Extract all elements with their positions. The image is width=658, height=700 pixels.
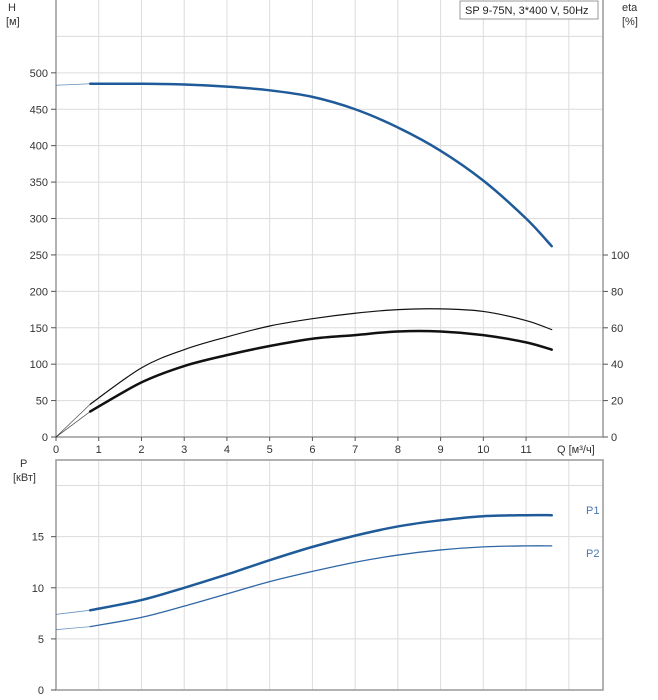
y-tick-label: 300 (30, 214, 48, 226)
bottom-plot-frame (55, 459, 604, 691)
p-axis-name: P (20, 458, 27, 470)
chart-title: SP 9-75N, 3*400 V, 50Hz (465, 5, 589, 17)
y2-tick-label: 80 (611, 286, 623, 298)
x-tick-label: 4 (224, 444, 230, 456)
y2-tick-label: 20 (611, 396, 623, 408)
power-p2-curve (89, 545, 553, 628)
x-tick-label: 10 (477, 444, 489, 456)
y-tick-label: 50 (36, 396, 48, 408)
y-tick-label: 450 (30, 104, 48, 116)
title-box (459, 0, 599, 20)
y-tick-label: 350 (30, 177, 48, 189)
x-tick-label: 6 (309, 444, 315, 456)
x-tick-label: 11 (520, 444, 531, 456)
p-tick-label: 5 (38, 634, 44, 646)
p-tick-label: 15 (32, 532, 44, 544)
y2-tick-label: 100 (611, 250, 629, 262)
y2-tick-label: 40 (611, 359, 623, 371)
y2-tick-label: 0 (611, 432, 617, 444)
power-p2-curve-lead (55, 626, 91, 631)
p-tick-label: 10 (32, 583, 44, 595)
head-curve (88, 82, 553, 248)
y-axis-name: H (8, 2, 16, 14)
y2-axis-unit: [%] (622, 16, 638, 28)
x-tick-label: 8 (395, 444, 401, 456)
legend-p2: P2 (586, 548, 599, 560)
x-tick-label: 3 (181, 444, 187, 456)
y-tick-label: 500 (30, 68, 48, 80)
p-tick-label: 0 (38, 685, 44, 697)
x-tick-label: 1 (96, 444, 102, 456)
y-axis-unit: [м] (6, 16, 20, 28)
y2-axis-name: eta (622, 2, 638, 14)
efficiency-curve-upper (89, 308, 553, 405)
p-axis-unit: [кВт] (13, 472, 36, 484)
legend-p1: P1 (586, 505, 599, 517)
power-p1-curve-lead (55, 609, 91, 615)
y-tick-label: 0 (42, 432, 48, 444)
x-axis-label: Q [м³/ч] (557, 444, 595, 456)
x-tick-label: 0 (53, 444, 59, 456)
efficiency-curve-lower-lead (55, 411, 91, 438)
power-p1-curve (88, 513, 553, 612)
x-tick-label: 7 (352, 444, 358, 456)
head-curve-lead (55, 83, 91, 86)
y-tick-label: 200 (30, 286, 48, 298)
y2-tick-label: 60 (611, 323, 623, 335)
x-tick-label: 9 (438, 444, 444, 456)
y-tick-label: 100 (30, 359, 48, 371)
x-tick-label: 2 (138, 444, 144, 456)
y-tick-label: 150 (30, 323, 48, 335)
x-tick-label: 5 (267, 444, 273, 456)
y-tick-label: 250 (30, 250, 48, 262)
efficiency-curve-upper-lead (55, 403, 91, 438)
efficiency-curve-lower (88, 329, 553, 413)
y-tick-label: 400 (30, 141, 48, 153)
